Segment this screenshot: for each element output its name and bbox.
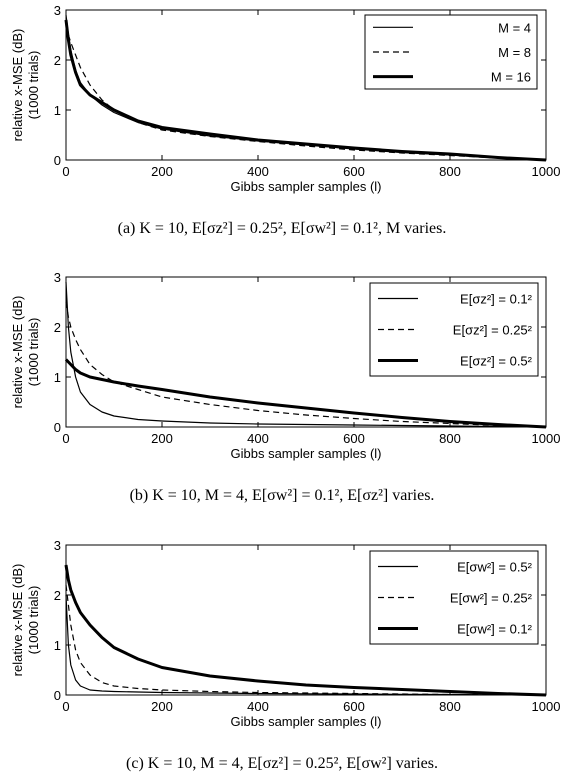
- y-axis-label: relative x-MSE (dB): [10, 29, 25, 142]
- y-axis-label-sub: (1000 trials): [26, 318, 41, 387]
- series-line-2: [65, 301, 547, 428]
- axes-frame: [65, 276, 547, 428]
- y-tick-label: 0: [54, 420, 61, 435]
- series-line-2: [65, 584, 547, 696]
- x-tick-label: 1000: [532, 164, 561, 179]
- x-tick-label: 1000: [532, 431, 561, 446]
- x-axis-label: Gibbs sampler samples (l): [231, 714, 382, 729]
- series-line-3: [64, 564, 547, 697]
- y-tick-label: 3: [54, 270, 61, 285]
- chart-panel-1: 0 200 400 600 800 1000 0 1 2 3 Gibbs sampler sampl…: [10, 3, 560, 237]
- x-tick-label: 600: [343, 431, 365, 446]
- legend: E[σw²] = 0.5² E[σw²] = 0.25² E[σw²] = 0.1²: [369, 550, 539, 645]
- figure-caption: (b) K = 10, M = 4, E[σw²] = 0.1², E[σz²]…: [130, 487, 435, 504]
- x-tick-label: 400: [247, 431, 269, 446]
- x-tick-label: 1000: [532, 699, 561, 714]
- x-tick-label: 400: [247, 164, 269, 179]
- legend-label-1: M = 4: [498, 20, 531, 35]
- series-line-1: [65, 281, 547, 428]
- x-tick-label: 800: [439, 431, 461, 446]
- y-tick-label: 2: [54, 320, 61, 335]
- legend: M = 4 M = 8 M = 16: [364, 14, 538, 90]
- legend-label-3: M = 16: [491, 70, 531, 85]
- chart-panel-3: 0 200 400 600 800 1000 0 1 2 3 Gibbs sampler sampl…: [10, 538, 560, 772]
- x-axis-label: Gibbs sampler samples (l): [231, 179, 382, 194]
- series-line-1: [65, 594, 547, 696]
- y-axis-label-sub: (1000 trials): [26, 51, 41, 120]
- legend-label-1: E[σz²] = 0.1²: [460, 292, 533, 307]
- chart-panel-2: 0 200 400 600 800 1000 0 1 2 3 Gibbs sampler sampl…: [10, 270, 560, 504]
- legend-label-3: E[σz²] = 0.5²: [460, 354, 533, 369]
- axes-frame: [65, 9, 547, 161]
- figure-caption: (c) K = 10, M = 4, E[σz²] = 0.25², E[σw²…: [126, 755, 438, 772]
- y-axis-label: relative x-MSE (dB): [10, 296, 25, 409]
- y-tick-label: 3: [54, 538, 61, 553]
- x-tick-label: 800: [439, 164, 461, 179]
- x-tick-label: 400: [247, 699, 269, 714]
- y-tick-label: 2: [54, 588, 61, 603]
- y-tick-label: 3: [54, 3, 61, 18]
- y-axis-label: relative x-MSE (dB): [10, 564, 25, 677]
- x-tick-label: 600: [343, 164, 365, 179]
- y-tick-label: 0: [54, 688, 61, 703]
- legend-label-2: E[σz²] = 0.25²: [453, 323, 533, 338]
- x-tick-label: 200: [151, 699, 173, 714]
- y-axis-label-sub: (1000 trials): [26, 586, 41, 655]
- x-tick-label: 0: [62, 431, 69, 446]
- series-line-3: [64, 19, 547, 162]
- legend-label-3: E[σw²] = 0.1²: [457, 622, 533, 637]
- x-tick-label: 200: [151, 431, 173, 446]
- y-tick-label: 1: [54, 638, 61, 653]
- legend-label-2: E[σw²] = 0.25²: [450, 591, 533, 606]
- x-tick-label: 0: [62, 164, 69, 179]
- y-tick-label: 2: [54, 53, 61, 68]
- x-tick-label: 0: [62, 699, 69, 714]
- series-line-3: [64, 358, 547, 429]
- legend: E[σz²] = 0.1² E[σz²] = 0.25² E[σz²] = 0.5²: [369, 282, 539, 377]
- legend-label-1: E[σw²] = 0.5²: [457, 560, 533, 575]
- x-tick-label: 200: [151, 164, 173, 179]
- legend-label-2: M = 8: [498, 45, 531, 60]
- y-tick-label: 1: [54, 103, 61, 118]
- x-tick-label: 600: [343, 699, 365, 714]
- figure-caption: (a) K = 10, E[σz²] = 0.25², E[σw²] = 0.1…: [118, 220, 447, 237]
- x-axis-label: Gibbs sampler samples (l): [231, 446, 382, 461]
- y-tick-label: 0: [54, 153, 61, 168]
- axes-frame: [65, 544, 547, 696]
- y-tick-label: 1: [54, 370, 61, 385]
- x-tick-label: 800: [439, 699, 461, 714]
